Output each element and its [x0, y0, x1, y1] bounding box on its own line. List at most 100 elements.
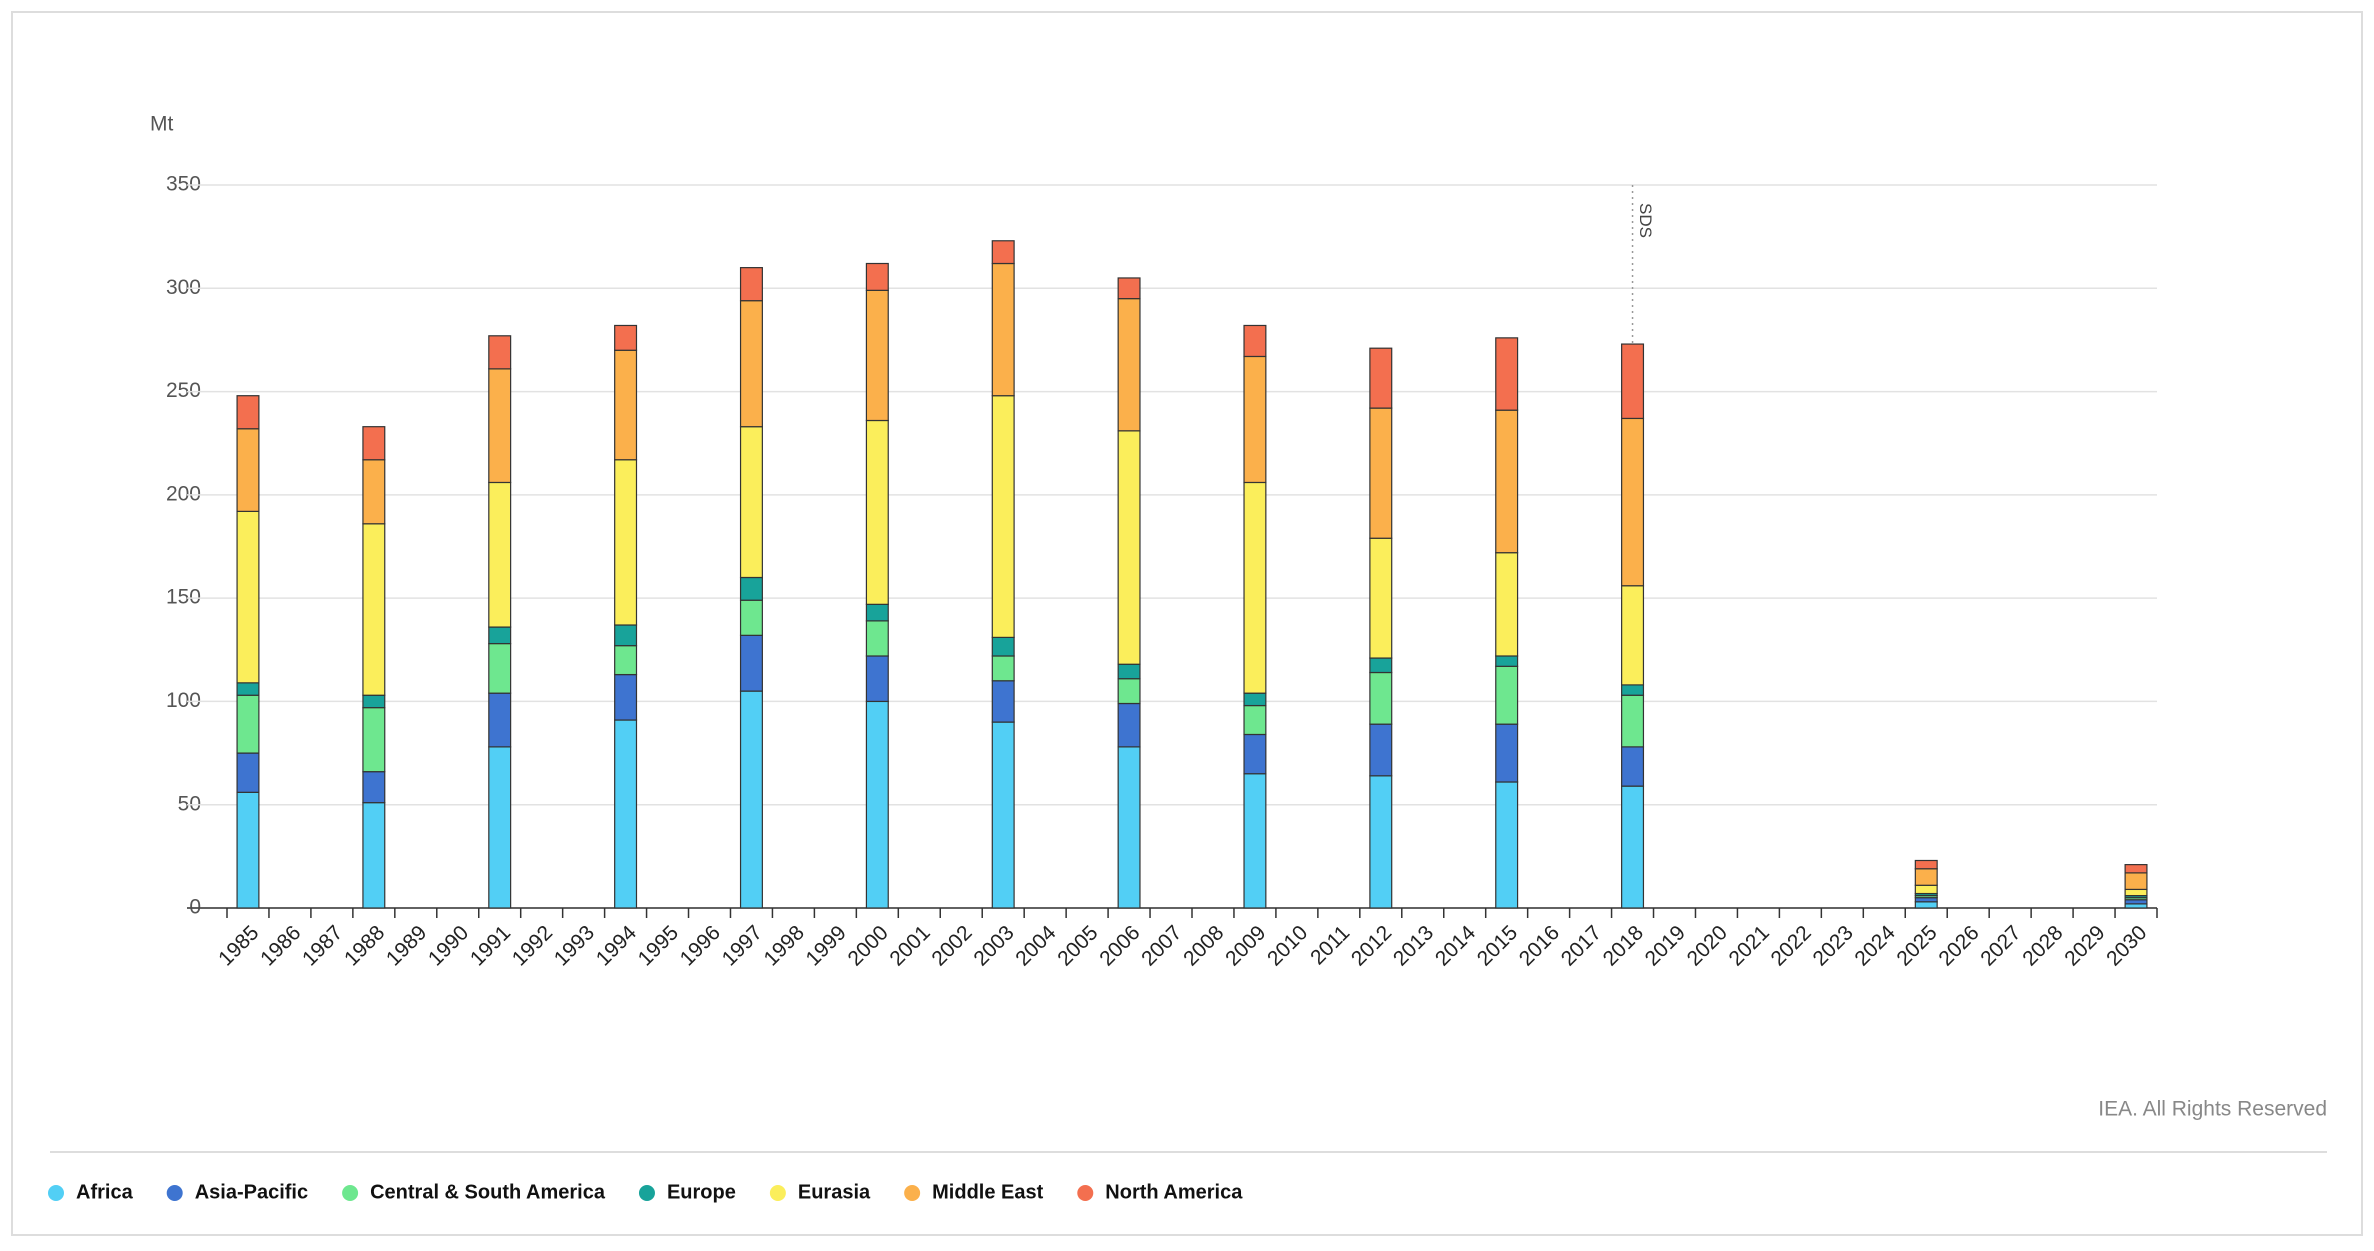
x-tick-label: 2000 — [843, 921, 892, 970]
y-tick-label: 100 — [166, 689, 201, 712]
x-tick-label: 2013 — [1389, 921, 1438, 970]
bar-segment — [1495, 655, 1519, 667]
bar-segment — [1914, 897, 1938, 903]
bar-segment — [236, 694, 260, 754]
legend-marker — [342, 1185, 359, 1201]
legend-label: Africa — [76, 1181, 134, 1203]
x-tick-label: 2003 — [969, 921, 1018, 970]
bar-segment — [991, 636, 1015, 657]
bar-segment — [614, 459, 638, 626]
bar-segment — [1243, 704, 1267, 736]
bar-segment — [1621, 746, 1645, 787]
x-tick-label: 1998 — [760, 921, 809, 970]
bar-segment — [1117, 746, 1141, 909]
x-tick-label: 2029 — [2060, 921, 2109, 970]
bar-segment — [236, 510, 260, 684]
bar-segment — [1369, 537, 1393, 659]
bar-segment — [1621, 785, 1645, 909]
bar-segment — [865, 419, 889, 605]
bar-segment — [1621, 694, 1645, 748]
x-tick-label: 2021 — [1725, 921, 1774, 970]
bar-segment — [1243, 324, 1267, 358]
x-tick-label: 1986 — [256, 921, 305, 970]
x-tick-label: 2024 — [1850, 921, 1900, 971]
x-tick-label: 1989 — [382, 921, 431, 970]
bar-segment — [1495, 665, 1519, 725]
x-tick-label: 2007 — [1137, 921, 1186, 970]
x-tick-label: 2002 — [927, 921, 976, 970]
bar-segment — [362, 426, 386, 461]
bar-segment — [1914, 884, 1938, 895]
bar-segment — [1621, 343, 1645, 420]
x-tick-label: 1985 — [214, 921, 263, 970]
bar-segment — [2124, 903, 2148, 909]
y-axis-label: Mt — [150, 113, 173, 136]
x-tick-label: 2004 — [1011, 921, 1061, 971]
bar-segment — [614, 349, 638, 461]
bar-segment — [991, 655, 1015, 682]
legend-marker — [638, 1185, 655, 1201]
bar-segment — [1369, 657, 1393, 674]
bar-segment — [614, 645, 638, 676]
bar-segment — [614, 719, 638, 909]
bar-segment — [739, 599, 763, 636]
bar-segment — [739, 267, 763, 302]
x-tick-label: 2023 — [1808, 921, 1857, 970]
source-note: IEA. All Rights Reserved — [2098, 1098, 2327, 1121]
x-tick-label: 2030 — [2102, 921, 2151, 970]
x-tick-label: 1988 — [340, 921, 389, 970]
legend-label: Europe — [667, 1181, 736, 1203]
bar-segment — [236, 791, 260, 909]
bar-segment — [2124, 872, 2148, 891]
bar-segment — [2124, 864, 2148, 874]
bar-segment — [2124, 888, 2148, 897]
y-tick-label: 350 — [166, 173, 201, 196]
x-tick-label: 2025 — [1892, 921, 1941, 970]
bar-segment — [1621, 585, 1645, 686]
bar-segment — [739, 300, 763, 428]
x-tick-label: 2006 — [1095, 921, 1144, 970]
bar-segment — [865, 620, 889, 657]
x-tick-label: 1990 — [424, 921, 473, 970]
x-tick-label: 1999 — [802, 921, 851, 970]
bar-segment — [362, 694, 386, 709]
bar-segment — [614, 673, 638, 721]
bar-segment — [1914, 901, 1938, 909]
bar-segment — [1495, 723, 1519, 783]
x-tick-label: 2017 — [1557, 921, 1606, 970]
bar-segment — [1495, 552, 1519, 657]
bar-segment — [1369, 723, 1393, 777]
x-tick-label: 1991 — [466, 921, 515, 970]
bar-segment — [1243, 355, 1267, 484]
bar-segment — [991, 262, 1015, 397]
bar-segment — [1243, 773, 1267, 909]
x-tick-label: 1992 — [508, 921, 557, 970]
bar-segment — [1243, 481, 1267, 694]
legend-label: Asia-Pacific — [195, 1181, 308, 1203]
x-tick-label: 2010 — [1263, 921, 1312, 970]
x-tick-label: 1993 — [550, 921, 599, 970]
x-tick-label: 2026 — [1934, 921, 1983, 970]
bar-segment — [236, 395, 260, 430]
x-tick-label: 2028 — [2018, 921, 2067, 970]
x-tick-label: 2011 — [1306, 921, 1354, 969]
bar-segment — [1914, 868, 1938, 886]
bar-segment — [488, 481, 512, 628]
y-tick-label: 0 — [189, 896, 201, 919]
bar-segment — [1117, 430, 1141, 665]
bar-segment — [1495, 337, 1519, 411]
bar-segment — [991, 240, 1015, 265]
bar-segment — [739, 576, 763, 601]
bar-segment — [488, 626, 512, 645]
bar-segment — [362, 771, 386, 804]
bar-segment — [1369, 407, 1393, 539]
frame — [11, 11, 2363, 1236]
legend-label: Central & South America — [370, 1181, 606, 1203]
bar-segment — [236, 428, 260, 512]
x-tick-label: 2018 — [1599, 921, 1648, 970]
bar-segment — [1243, 692, 1267, 707]
annotation-label: SDS — [1636, 203, 1655, 238]
bar-segment — [488, 642, 512, 694]
bar-segment — [1914, 859, 1938, 870]
y-tick-label: 200 — [166, 482, 201, 505]
